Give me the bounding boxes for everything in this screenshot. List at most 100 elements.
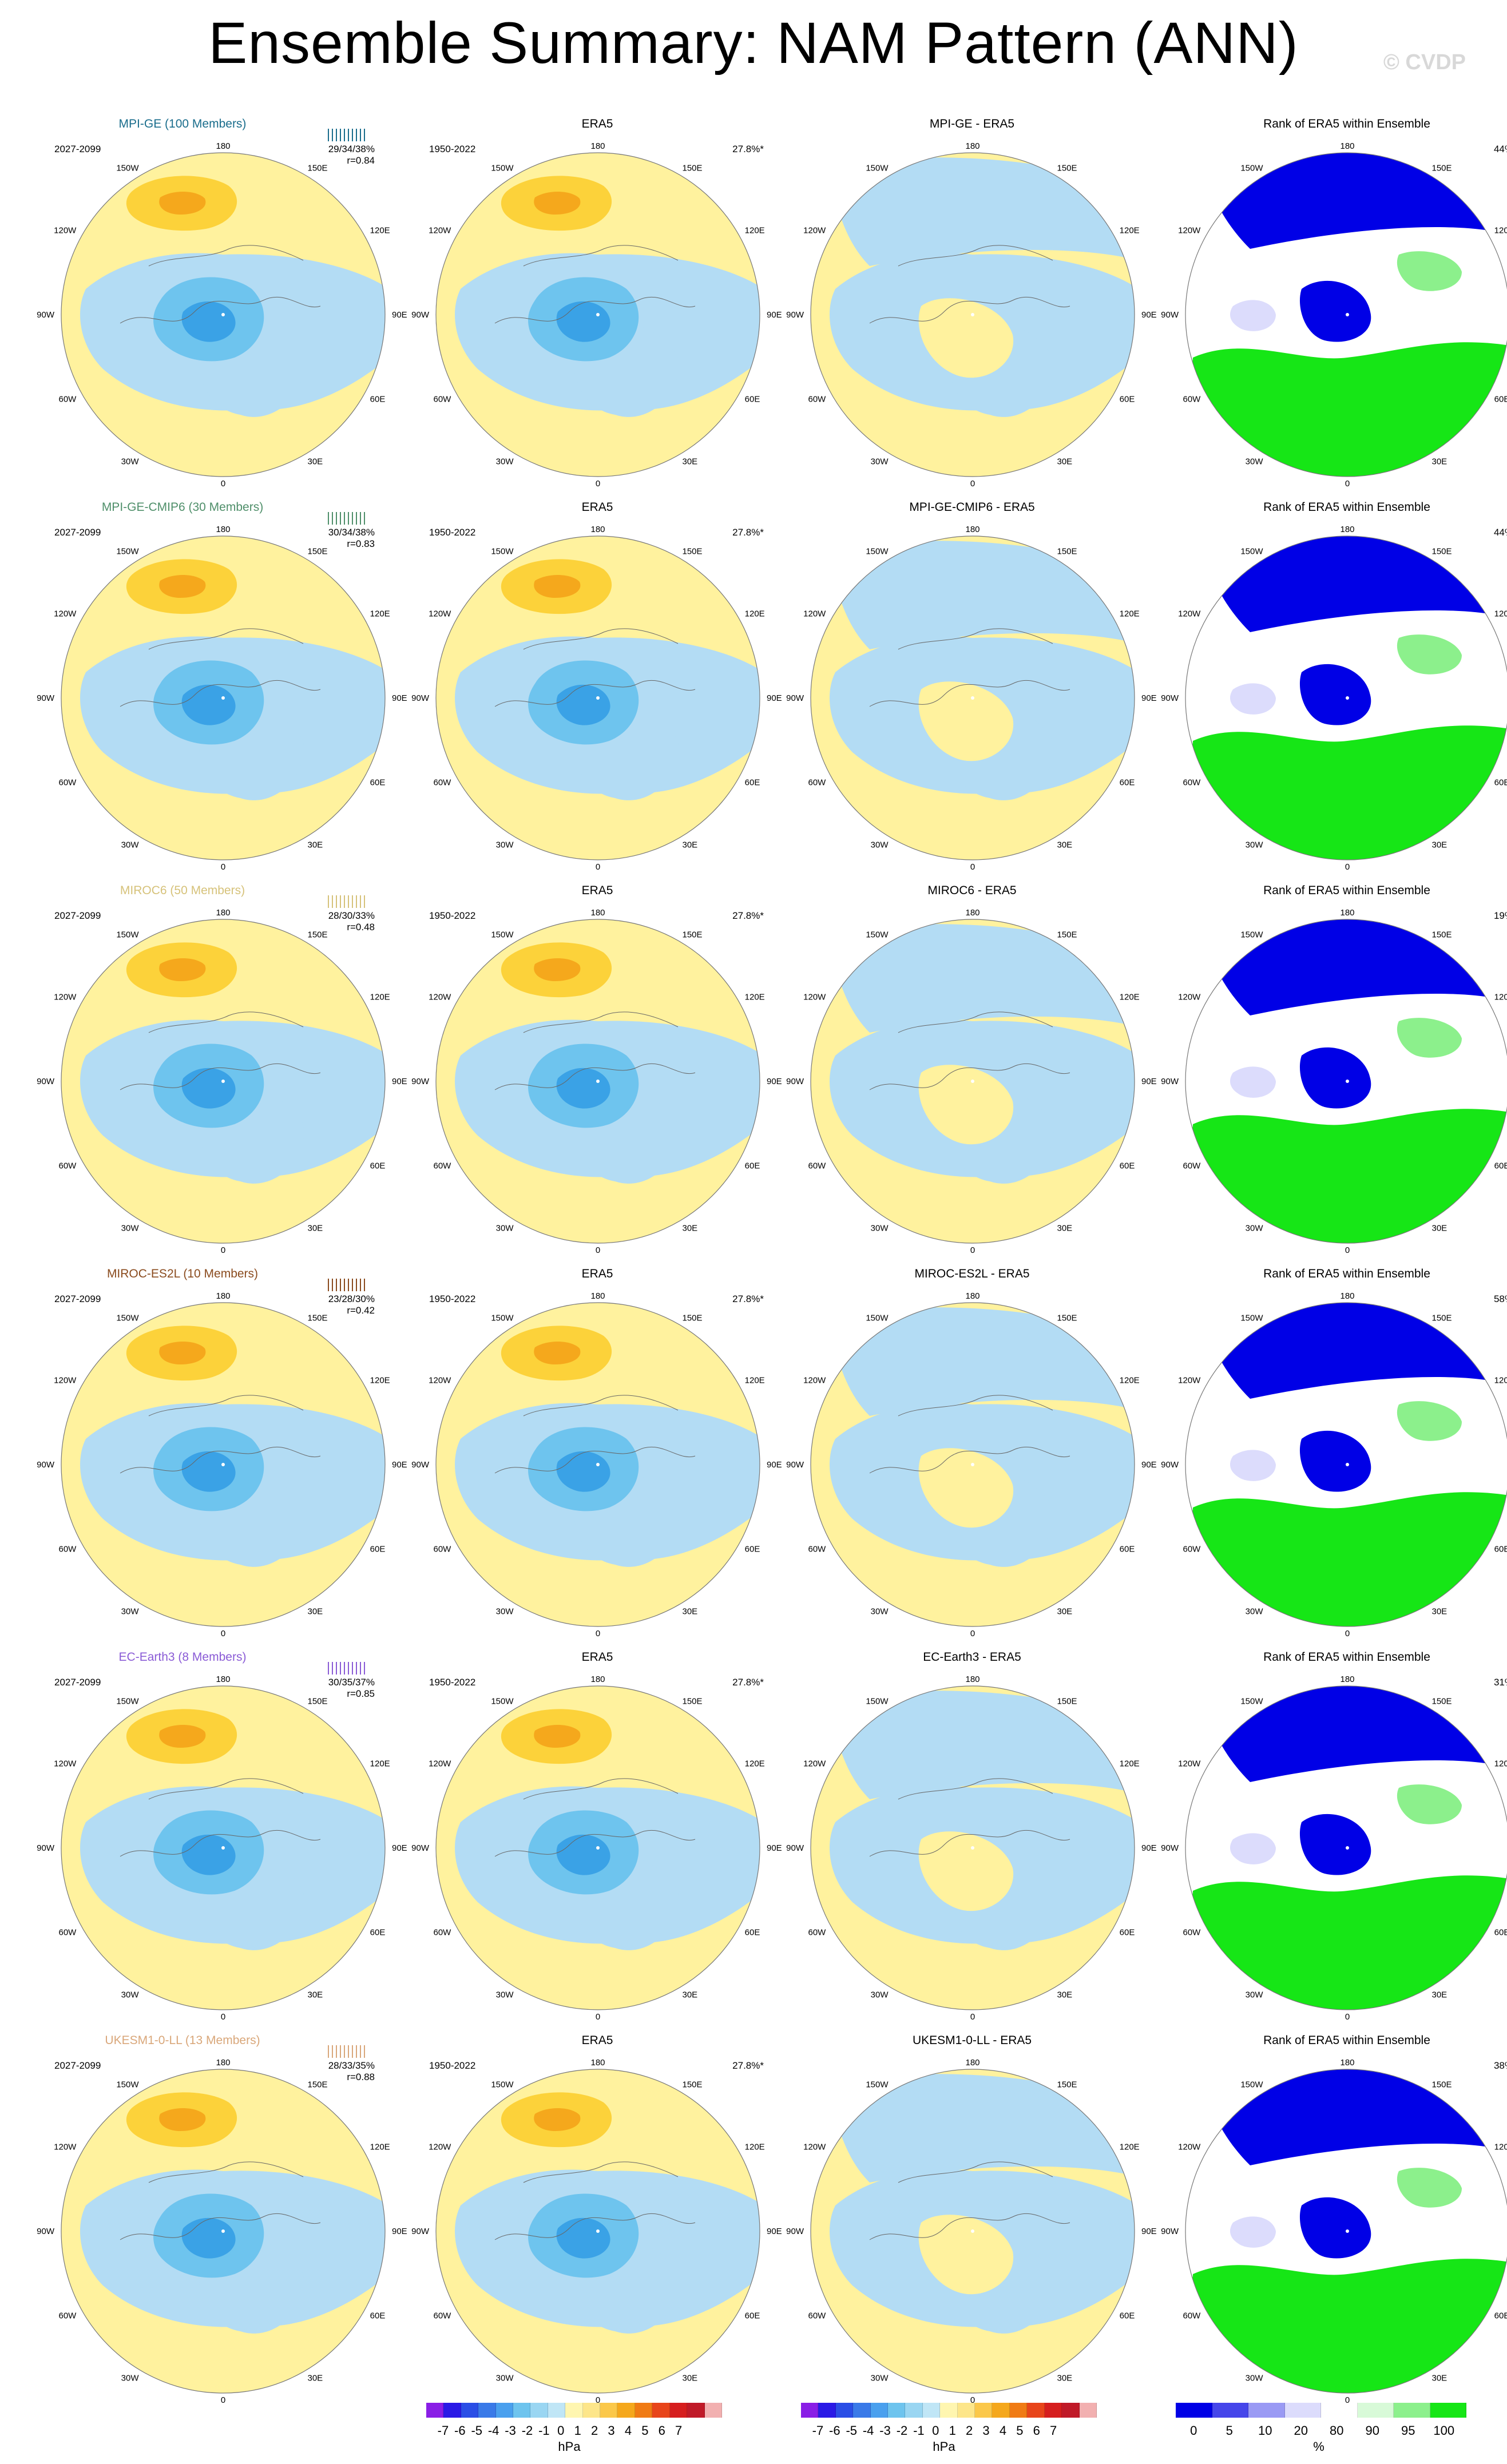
diff-negative: [830, 1691, 1135, 1799]
lon-label: 60E: [745, 1928, 760, 1938]
coastline: [869, 1778, 1070, 1857]
lon-label: 150W: [116, 930, 139, 939]
lon-label: 60W: [434, 1545, 452, 1554]
colorbar-swatch: [1212, 2403, 1248, 2418]
era5-panel: 180 0 150W 150E 120W 120E 90W 90E 60W 60E 30W 30E ER…: [409, 501, 786, 885]
lon-label: 90E: [767, 1460, 782, 1470]
colorbar-tick-label: -6: [829, 2423, 840, 2438]
lon-label: 60W: [59, 1545, 77, 1554]
lon-label: 150E: [1432, 930, 1452, 939]
rank-midgreen-patch: [1397, 2168, 1462, 2208]
lon-label: 60W: [1183, 1928, 1201, 1938]
lon-label: 30E: [1432, 1990, 1447, 2000]
colorbar-tick-label: 4: [624, 2423, 632, 2438]
era5-title: ERA5: [581, 117, 613, 130]
model-title: MPI-GE (100 Members): [118, 117, 247, 130]
lon-label: 150W: [491, 546, 514, 556]
map-field: [61, 919, 385, 1243]
lon-label: 90W: [37, 1077, 55, 1086]
era5-variance: 27.8%*: [732, 1677, 764, 1688]
north-pole-marker: [971, 696, 974, 700]
north-pole-marker: [596, 1463, 600, 1466]
colorbar-tick-label: 95: [1401, 2423, 1415, 2438]
lon-label: 0: [596, 479, 600, 489]
lon-label: 60W: [59, 2311, 77, 2321]
lon-label: 60W: [1183, 778, 1201, 788]
rank-high-region: [1185, 1492, 1507, 1626]
colorbar-hpa-1: -7 -6 -5 -4 -3 -2 -1 0 1 2 3 4 5 6 7 hPa: [426, 2391, 770, 2460]
colorbar-swatch: [1357, 2403, 1394, 2418]
north-pole-marker: [596, 696, 600, 700]
lon-label: 30E: [308, 1607, 323, 1617]
lon-label: 90E: [767, 310, 782, 320]
lon-label: 90W: [37, 693, 55, 703]
model-period: 2027-2099: [54, 910, 101, 921]
lon-label: 150W: [491, 930, 514, 939]
era5-period: 1950-2022: [429, 2060, 476, 2071]
pacific-high-center: [534, 958, 581, 981]
lon-label: 150W: [1240, 163, 1263, 173]
variance-range: 29/34/38%: [328, 144, 375, 154]
map-boundary: [435, 919, 760, 1244]
diff-positive: [918, 1065, 1014, 1145]
diff-negative: [830, 1307, 1135, 1416]
lon-label: 150W: [491, 1696, 514, 1706]
lon-label: 0: [221, 479, 225, 489]
rank-percent: 58%: [1493, 1293, 1507, 1304]
rank-high-region: [1185, 725, 1507, 860]
lon-label: 120W: [1178, 993, 1201, 1002]
map-boundary: [1185, 919, 1507, 1244]
map-boundary: [61, 152, 386, 477]
coastline: [494, 1011, 696, 1090]
variance-range: 28/30/33%: [328, 910, 375, 921]
colorbar-tick-label: 5: [1226, 2423, 1233, 2438]
model-stats: 30/34/38% r=0.83: [306, 527, 375, 550]
map-field: [436, 1686, 760, 2010]
north-pole-marker: [1346, 2229, 1349, 2233]
lon-label: 60W: [1183, 1161, 1201, 1171]
lon-label: 30W: [1246, 457, 1264, 467]
lon-label: 120E: [370, 2142, 390, 2152]
rank-title: Rank of ERA5 within Ensemble: [1263, 117, 1430, 130]
lon-label: 90E: [1141, 1460, 1157, 1470]
map-field: [436, 1303, 760, 1626]
lon-label: 90W: [411, 693, 430, 703]
lon-label: 60E: [370, 1928, 386, 1938]
lon-label: 120W: [1178, 2142, 1201, 2152]
rank-pale-patch: [1230, 1450, 1276, 1481]
lon-label: 0: [970, 1245, 975, 1255]
north-pole-marker: [1346, 1463, 1349, 1466]
member-spread-marks: [328, 1662, 365, 1675]
member-mark: [332, 512, 333, 525]
member-mark: [352, 1662, 353, 1675]
colorbar-tick-label: -7: [437, 2423, 449, 2438]
lon-label: 150W: [116, 2080, 139, 2089]
colorbar-swatch: [461, 2403, 479, 2418]
lon-label: 150E: [683, 163, 703, 173]
lon-label: 90E: [767, 1843, 782, 1853]
lon-label: 60W: [434, 778, 452, 788]
map-field: [61, 1686, 385, 2010]
map-boundary: [1185, 152, 1507, 477]
pattern-correlation: r=0.48: [347, 922, 375, 933]
lon-label: 60W: [1183, 1545, 1201, 1554]
member-mark: [360, 1279, 361, 1291]
lon-label: 30E: [1057, 1224, 1073, 1233]
lon-label: 180: [965, 525, 979, 534]
colorbar-swatch: [1062, 2403, 1080, 2418]
member-mark: [356, 1662, 357, 1675]
lon-label: 30E: [1057, 840, 1073, 850]
lon-label: 150E: [683, 2080, 703, 2089]
member-mark: [332, 1279, 333, 1291]
colorbar-swatch: [687, 2403, 705, 2418]
colorbar-tick-label: 7: [1050, 2423, 1057, 2438]
lon-label: 150W: [116, 1696, 139, 1706]
lon-label: 120W: [1178, 1759, 1201, 1769]
difference-panel: 180 0 150W 150E 120W 120E 90W 90E 60W 60E 30W 30E UK…: [784, 2034, 1160, 2418]
lon-label: 180: [1340, 908, 1354, 918]
coastline: [869, 245, 1070, 324]
era5-variance: 27.8%*: [732, 2060, 764, 2071]
